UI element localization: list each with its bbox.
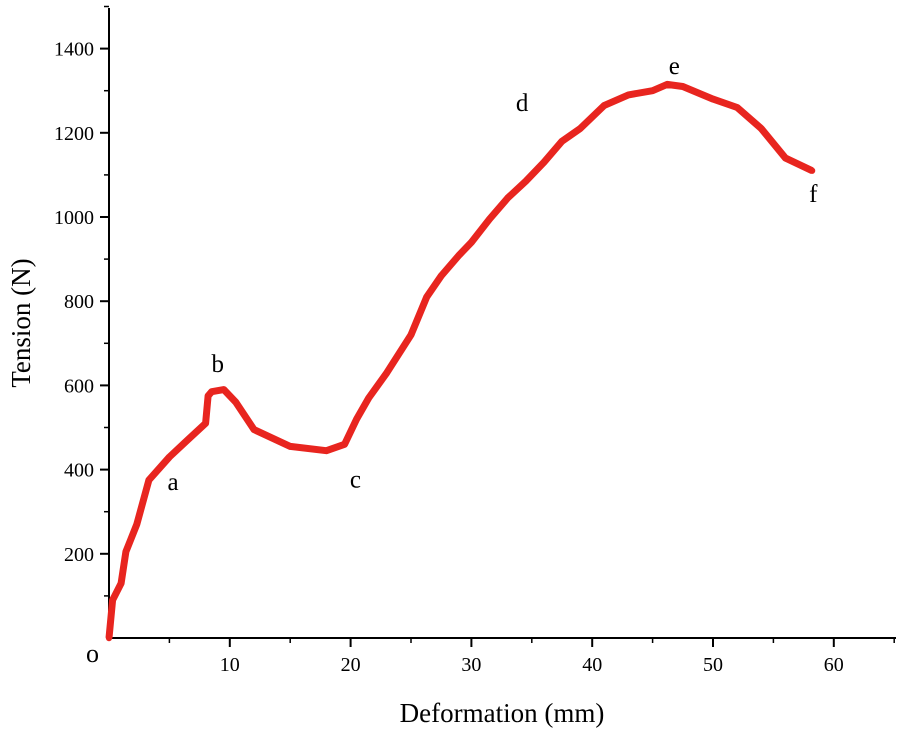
data-point — [808, 167, 816, 174]
data-point — [663, 81, 671, 88]
data-point — [208, 388, 215, 395]
annotation-layer: a b c d e f — [167, 53, 818, 496]
x-tick-label-30: 30 — [461, 654, 481, 676]
data-point — [117, 580, 125, 587]
data-point — [353, 415, 360, 423]
data-point — [250, 426, 258, 433]
data-point — [407, 331, 415, 339]
data-point — [782, 154, 789, 162]
x-axis-title: Deformation (mm) — [400, 698, 605, 728]
y-tick-label-600: 600 — [64, 375, 94, 397]
data-point — [576, 125, 584, 132]
data-point — [709, 95, 717, 103]
data-point — [558, 138, 566, 145]
x-tick-label-50: 50 — [703, 654, 723, 676]
data-point — [202, 420, 209, 427]
data-point — [468, 239, 475, 246]
point-label-b: b — [211, 351, 224, 378]
data-point — [105, 634, 113, 642]
y-tick-label-1400: 1400 — [54, 39, 94, 61]
data-point — [540, 159, 548, 166]
tick-labels: 10 20 30 40 50 60 200 400 600 800 1000 1200 1400 — [54, 39, 844, 676]
y-tick-label-400: 400 — [64, 460, 94, 482]
data-point — [423, 293, 430, 301]
data-point — [166, 453, 173, 461]
data-point — [133, 521, 140, 528]
point-label-f: f — [809, 181, 818, 208]
data-point — [122, 548, 130, 555]
data-point — [341, 441, 348, 448]
data-point — [109, 596, 116, 604]
data-point — [287, 443, 294, 450]
y-tick-label-200: 200 — [64, 544, 94, 566]
data-point — [625, 91, 632, 99]
data-point — [232, 399, 240, 406]
data-point — [733, 104, 741, 111]
x-tick-label-20: 20 — [341, 654, 361, 676]
data-point — [486, 215, 493, 223]
y-tick-label-1200: 1200 — [54, 123, 94, 145]
series-layer — [105, 80, 816, 642]
point-label-a: a — [167, 469, 178, 496]
data-point — [679, 83, 686, 90]
x-tick-label-60: 60 — [824, 654, 844, 676]
data-point — [220, 386, 227, 393]
data-point — [504, 194, 511, 202]
data-point — [204, 392, 212, 400]
data-point — [323, 447, 330, 454]
x-tick-label-40: 40 — [582, 654, 602, 676]
data-point — [456, 251, 463, 259]
y-tick-label-800: 800 — [64, 291, 94, 313]
data-point — [383, 369, 391, 376]
y-axis-title: Tension (N) — [6, 258, 36, 387]
data-point — [438, 272, 445, 280]
data-point — [365, 394, 372, 402]
point-label-d: d — [516, 90, 529, 117]
data-point — [184, 436, 191, 444]
y-tick-label-1000: 1000 — [54, 207, 94, 229]
data-point — [758, 125, 765, 132]
data-point — [145, 476, 153, 484]
data-point — [522, 178, 529, 185]
point-label-c: c — [350, 466, 361, 493]
origin-label: o — [86, 639, 99, 668]
point-label-e: e — [669, 53, 680, 80]
data-point — [601, 102, 608, 109]
ticks — [100, 5, 895, 647]
x-tick-label-10: 10 — [220, 654, 240, 676]
axes — [108, 8, 896, 639]
data-point — [649, 87, 656, 94]
